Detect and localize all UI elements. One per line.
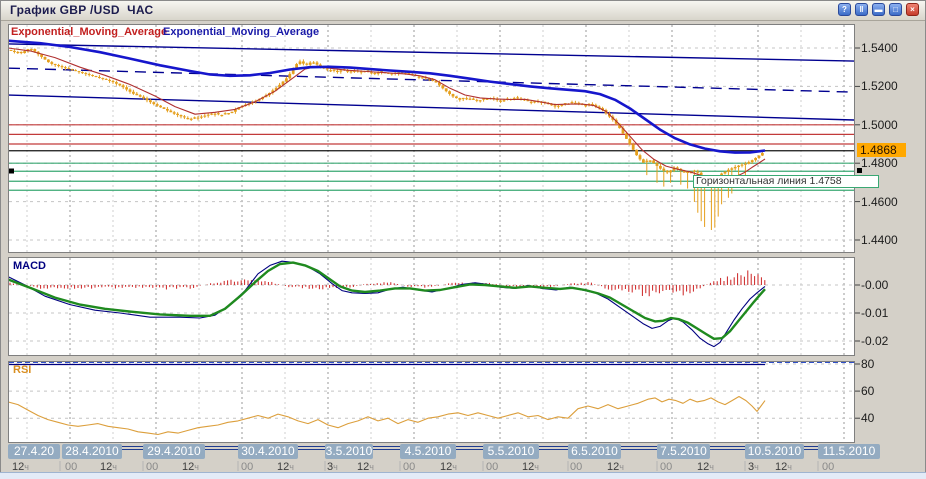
date-badge: 5.5.2010 xyxy=(483,444,539,459)
minimize-button[interactable]: ▬ xyxy=(872,3,885,16)
date-badge: 30.4.2010 xyxy=(238,444,298,459)
date-badge: 3.5.2010 xyxy=(325,444,373,459)
date-badge: 10.5.2010 xyxy=(745,444,804,459)
price-tick-label: 1.5000 xyxy=(861,117,898,132)
rsi-tick-label: 60 xyxy=(861,384,875,399)
price-tick-label: 1.4800 xyxy=(861,156,898,171)
window-controls: ? ‖ ▬ □ × xyxy=(838,3,919,16)
price-tick-label: 1.4400 xyxy=(861,233,898,247)
date-badge: 6.5.2010 xyxy=(568,444,621,459)
price-tick-label: 1.5400 xyxy=(861,41,898,55)
horizontal-scrollbar[interactable] xyxy=(0,472,926,479)
rsi-panel[interactable] xyxy=(8,361,855,443)
macd-tick-label: -0.01 xyxy=(861,306,889,320)
date-badge: 7.5.2010 xyxy=(657,444,710,459)
help-button[interactable]: ? xyxy=(838,3,851,16)
rsi-tick-label: 40 xyxy=(861,411,875,426)
current-price-tag: 1.4868 xyxy=(857,143,906,157)
window-titlebar[interactable]: График GBP /USD ЧАС ? ‖ ▬ □ × xyxy=(1,1,925,21)
maximize-button[interactable]: □ xyxy=(889,3,902,16)
price-chart-panel[interactable] xyxy=(8,24,855,253)
window-title: График GBP /USD ЧАС xyxy=(10,3,154,17)
rsi-tick-label: 80 xyxy=(861,357,875,371)
macd-tick-label: -0.00 xyxy=(861,278,889,292)
date-badge: 4.5.2010 xyxy=(400,444,456,459)
macd-panel[interactable] xyxy=(8,257,855,356)
close-button[interactable]: × xyxy=(906,3,919,16)
price-tick-label: 1.4600 xyxy=(861,194,898,209)
macd-tick-label: -0.02 xyxy=(861,334,889,348)
date-badge: 27.4.20 xyxy=(8,444,60,459)
date-badge: 29.4.2010 xyxy=(143,444,205,459)
date-badge: 11.5.2010 xyxy=(818,444,880,459)
pause-button[interactable]: ‖ xyxy=(855,3,868,16)
price-tick-label: 1.5200 xyxy=(861,79,898,94)
date-badge: 28.4.2010 xyxy=(62,444,122,459)
